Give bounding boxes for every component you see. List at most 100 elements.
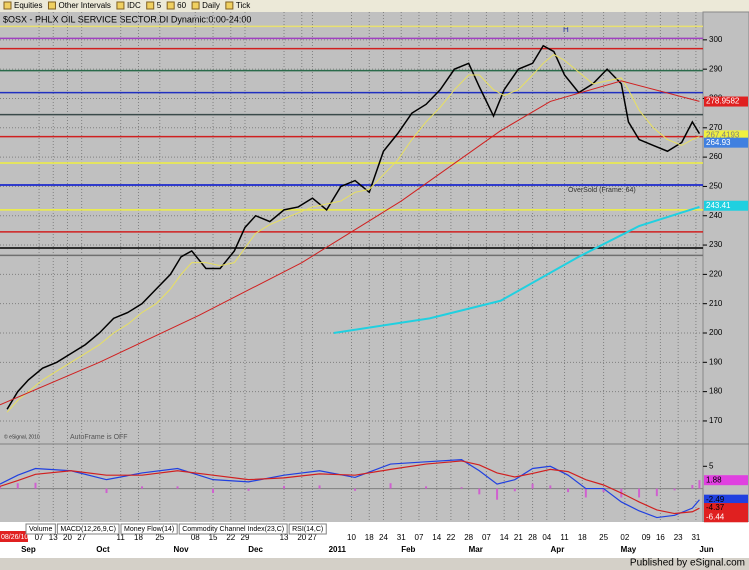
x-tick-label: 09 — [642, 533, 651, 542]
x-tick-label: 24 — [379, 533, 388, 542]
macd-line — [0, 460, 700, 515]
y-tick-label: 220 — [709, 269, 723, 278]
price-axis — [702, 11, 749, 523]
x-tick-label: 11 — [560, 533, 569, 542]
x-tick-label: 20 — [297, 533, 306, 542]
tab-label[interactable]: Money Flow(14) — [124, 526, 174, 533]
macd-label-box — [704, 475, 748, 486]
y-tick-label: 260 — [709, 152, 723, 161]
tab-label[interactable]: Commodity Channel Index(23,C) — [182, 526, 284, 533]
annotation: © eSignal, 2010 — [4, 433, 40, 440]
y-tick-label: 210 — [709, 299, 723, 308]
x-month-label: May — [621, 545, 637, 554]
series-line — [6, 53, 700, 413]
tab-label[interactable]: MACD(12,26,9,C) — [60, 526, 116, 533]
series-line — [333, 205, 700, 334]
x-tick-label: 04 — [542, 533, 551, 542]
status-bar — [0, 558, 749, 570]
cursor-date-box — [0, 531, 28, 542]
price-label: 243.41 — [706, 201, 731, 210]
x-tick-label: 25 — [155, 533, 164, 542]
tab[interactable] — [56, 523, 120, 535]
cursor-date: 08/26/10 — [1, 534, 28, 541]
tab-label[interactable]: Volume — [29, 526, 52, 533]
x-tick-label: 18 — [134, 533, 143, 542]
annotation: H — [563, 25, 569, 34]
x-tick-label: 22 — [446, 533, 455, 542]
x-tick-label: 15 — [209, 533, 218, 542]
macd-label: -6.44 — [706, 512, 725, 521]
x-tick-label: 18 — [578, 533, 587, 542]
toolbar-button[interactable]: Daily — [202, 1, 220, 10]
price-label-box — [704, 200, 748, 211]
toolbar-button[interactable]: IDC — [127, 1, 141, 10]
footer: Published by eSignal.com — [630, 558, 745, 569]
x-tick-label: 18 — [365, 533, 374, 542]
tab[interactable] — [120, 523, 178, 535]
macd-label-box — [704, 503, 748, 514]
chart-title: $OSX - PHLX OIL SERVICE SECTOR.DI Dynami… — [3, 14, 251, 24]
y-tick-label: 290 — [709, 64, 723, 73]
series-line — [6, 44, 701, 410]
toolbar-button[interactable]: Equities — [14, 1, 42, 10]
toolbar-icon — [225, 1, 234, 10]
x-month-label: Dec — [248, 545, 263, 554]
toolbar-button[interactable]: 5 — [157, 1, 162, 10]
macd-label: 1.88 — [706, 475, 722, 484]
y-tick-label: 200 — [709, 328, 723, 337]
tab[interactable] — [25, 523, 56, 535]
price-label-box — [704, 137, 748, 148]
x-tick-label: 16 — [656, 533, 665, 542]
annotation: OverSold (Frame: 64) — [568, 187, 636, 194]
x-month-label: Nov — [174, 545, 190, 554]
toolbar-icon — [166, 1, 175, 10]
toolbar-button[interactable]: Tick — [236, 1, 251, 10]
x-month-label: Feb — [401, 545, 415, 554]
annotation: AutoFrame is OFF — [70, 434, 128, 441]
y-tick-label: 270 — [709, 123, 723, 132]
macd-label-box — [704, 494, 748, 505]
y-tick-label: 300 — [709, 35, 723, 44]
toolbar-button[interactable]: Other Intervals — [58, 1, 110, 10]
price-label-box — [704, 130, 748, 141]
x-tick-label: 23 — [674, 533, 683, 542]
x-tick-label: 22 — [226, 533, 235, 542]
macd-label: -4.37 — [706, 503, 725, 512]
x-tick-label: 27 — [77, 533, 86, 542]
x-tick-label: 07 — [35, 533, 44, 542]
x-tick-label: 29 — [241, 533, 250, 542]
x-tick-label: 31 — [691, 533, 700, 542]
x-tick-label: 10 — [347, 533, 356, 542]
x-tick-label: 25 — [599, 533, 608, 542]
series-line — [0, 80, 700, 406]
x-tick-label: 07 — [415, 533, 424, 542]
y-tick-label: 170 — [709, 416, 723, 425]
tab[interactable] — [178, 523, 288, 535]
x-tick-label: 14 — [432, 533, 441, 542]
tab[interactable] — [288, 523, 327, 535]
x-tick-label: 31 — [397, 533, 406, 542]
tab-label[interactable]: RSI(14,C) — [292, 526, 323, 533]
x-tick-label: 28 — [464, 533, 473, 542]
x-month-label: Mar — [469, 545, 483, 554]
y-tick-label: 250 — [709, 182, 723, 191]
x-tick-label: 13 — [280, 533, 289, 542]
y-tick-label: 230 — [709, 240, 723, 249]
macd-label-box — [704, 512, 748, 523]
price-label: 264.93 — [706, 138, 731, 147]
price-label-box — [704, 96, 748, 107]
x-tick-label: 21 — [514, 533, 523, 542]
x-month-label: Jun — [699, 545, 713, 554]
toolbar-icon — [146, 1, 155, 10]
toolbar-icon — [47, 1, 56, 10]
x-tick-label: 20 — [63, 533, 72, 542]
x-tick-label: 14 — [500, 533, 509, 542]
toolbar-button[interactable]: 60 — [177, 1, 186, 10]
x-tick-label: 27 — [308, 533, 317, 542]
toolbar-icon — [116, 1, 125, 10]
x-month-label: Sep — [21, 545, 36, 554]
toolbar — [0, 0, 749, 12]
x-month-label: Oct — [96, 545, 110, 554]
